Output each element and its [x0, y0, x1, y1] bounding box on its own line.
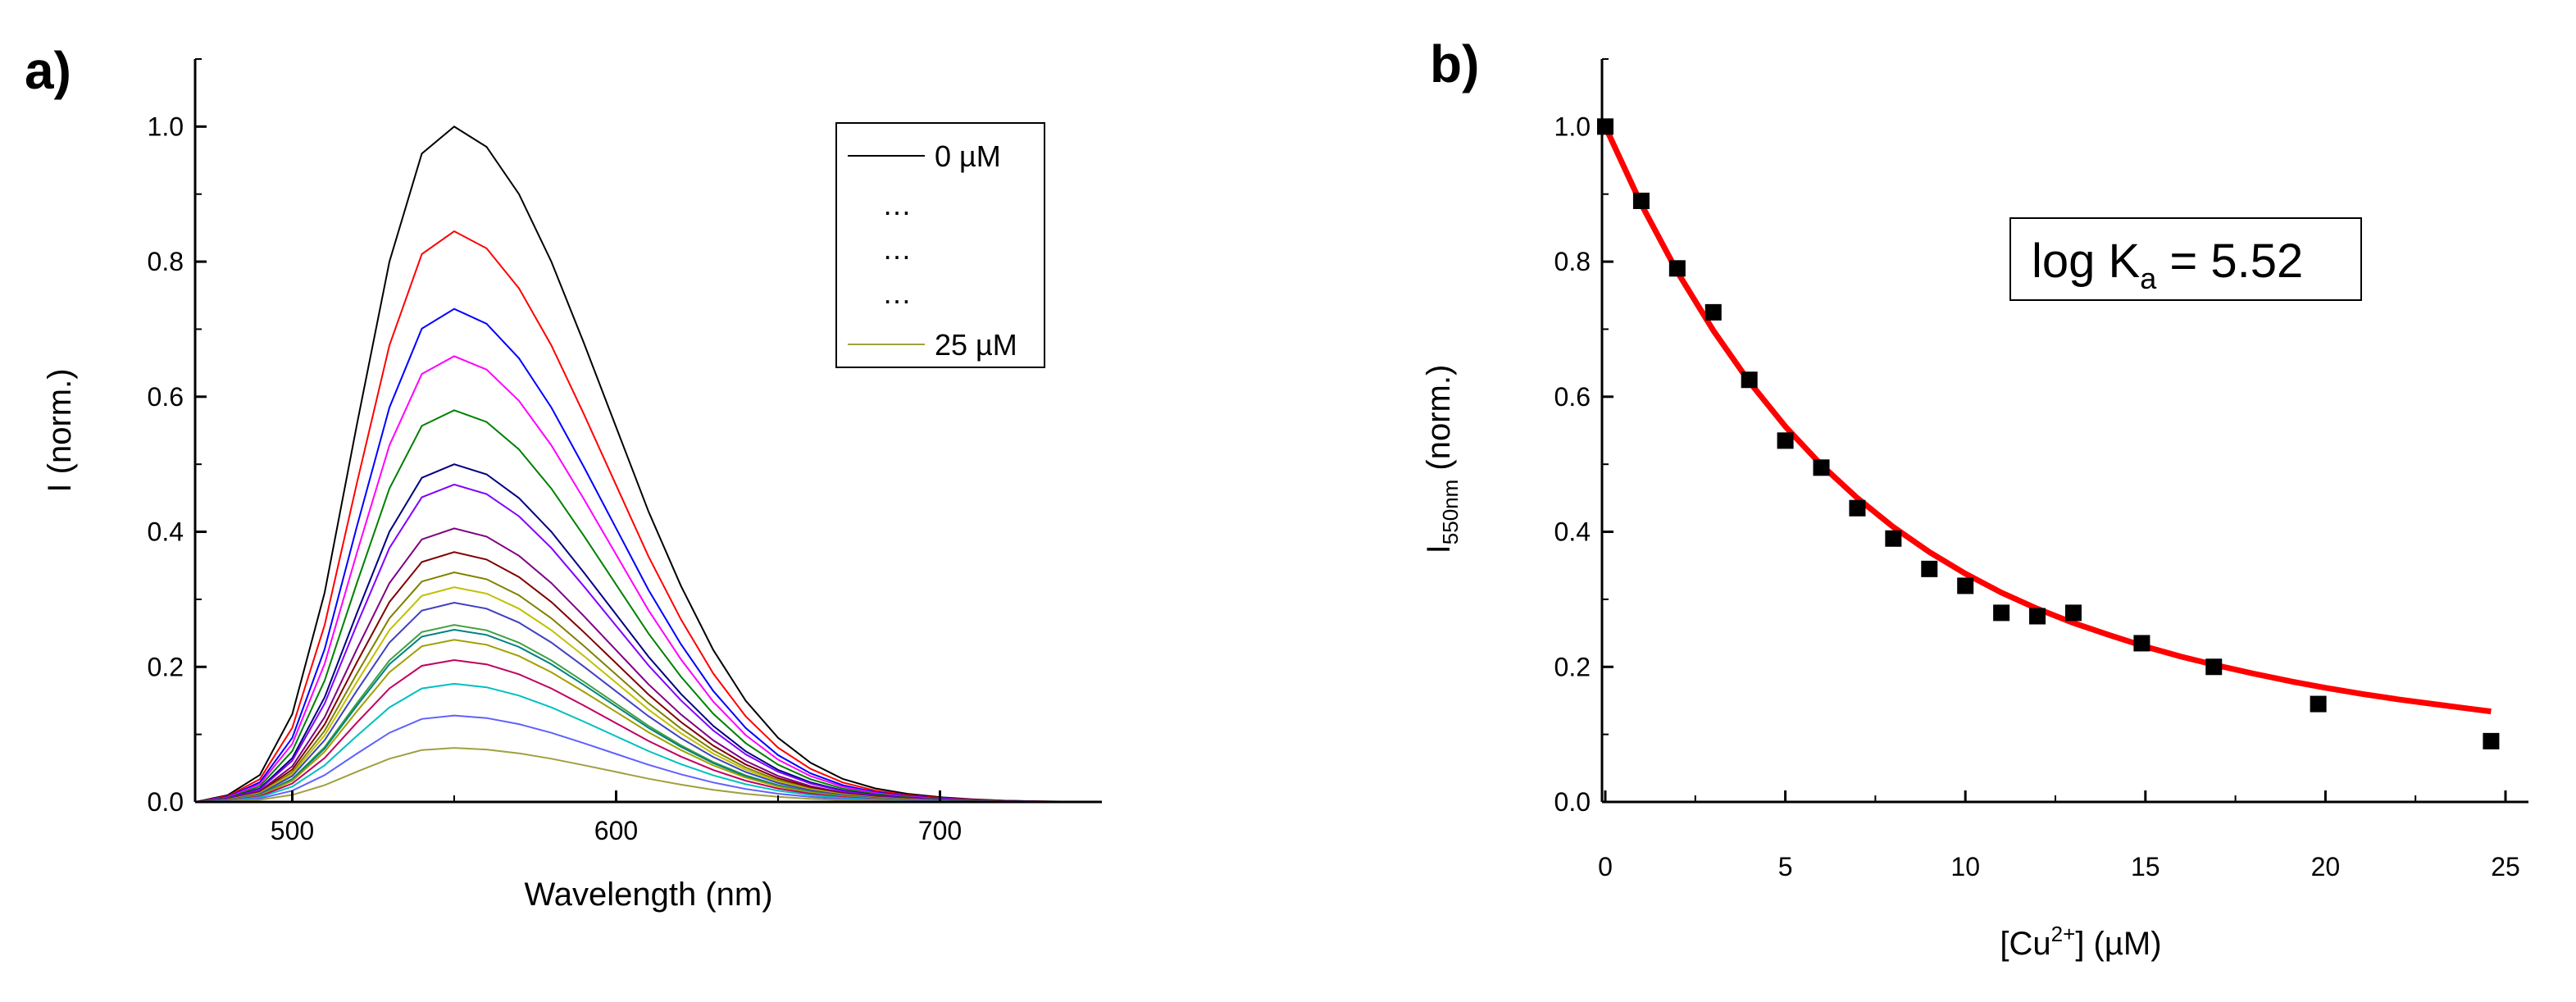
annotation-sub: a: [2140, 262, 2157, 295]
data-point: [1921, 560, 1938, 577]
legend-ellipsis-2: …: [882, 232, 912, 266]
y-tick-label-a: 0.6: [148, 382, 184, 412]
y-tick-label-a: 0.8: [148, 247, 184, 276]
x-tick-label-a: 700: [918, 816, 962, 845]
y-tick-label-a: 0.2: [148, 652, 184, 681]
x-tick-label-b: 0: [1598, 852, 1613, 881]
y-tick-label-a: 0.0: [148, 787, 184, 817]
y-tick-label-a: 1.0: [148, 112, 184, 141]
data-point: [1813, 459, 1830, 476]
legend-a: 0 µM … … … 25 µM: [835, 122, 1045, 368]
x-tick-label-b: 5: [1778, 852, 1793, 881]
x-tick-label-a: 600: [594, 816, 638, 845]
x-ticks-a: 500 600 700: [271, 790, 962, 845]
y-tick-label-b: 0.2: [1554, 652, 1591, 681]
fit-line: [1602, 125, 2492, 715]
y-axis-title-a: I (norm.): [42, 368, 78, 492]
y-title-main: I: [1421, 544, 1457, 553]
y-tick-label-b: 0.6: [1554, 382, 1591, 412]
x-tick-label-b: 10: [1950, 852, 1980, 881]
annotation-main: log K: [2032, 235, 2141, 288]
panel-a-label: a): [25, 41, 71, 100]
x-ticks-b: 0 5 10 15 20 25: [1598, 790, 2520, 881]
x-title-sup: 2+: [2051, 922, 2076, 946]
y-tick-label-b: 0.0: [1554, 787, 1591, 817]
data-points: [1597, 118, 2500, 749]
binding-constant-annotation: log Ka = 5.52: [2009, 217, 2362, 301]
y-tick-label-a: 0.4: [148, 517, 184, 547]
annotation-tail: = 5.52: [2156, 235, 2303, 288]
data-point: [2029, 608, 2046, 625]
spectrum-line-19: [194, 747, 1102, 803]
legend-box: [835, 122, 1045, 368]
x-tick-label-b: 15: [2131, 852, 2160, 881]
x-tick-label-b: 25: [2491, 852, 2520, 881]
x-axis-title-a: Wavelength (nm): [524, 877, 772, 913]
data-point: [1993, 604, 2010, 622]
data-point: [2310, 695, 2327, 713]
y-tick-label-b: 0.8: [1554, 247, 1591, 276]
legend-ellipsis-1: …: [882, 188, 912, 221]
data-point: [1741, 371, 1758, 389]
panel-b-label: b): [1430, 34, 1479, 93]
data-point: [1777, 432, 1794, 449]
annotation-box: [2009, 217, 2362, 301]
data-point: [2133, 635, 2150, 652]
data-point: [1957, 577, 1974, 594]
x-title-tail: ] (µM): [2075, 926, 2161, 962]
data-point: [1885, 530, 1902, 547]
y-tick-label-b: 1.0: [1554, 112, 1591, 141]
data-point: [2064, 604, 2082, 622]
annotation-text: log Ka = 5.52: [2032, 235, 2303, 295]
data-point: [2483, 732, 2500, 749]
panel-b: b) 0.0 0.2 0.4 0.6 0.8 1.0 0 5 10 15 20 25 I550nm …: [1421, 34, 2528, 962]
y-title-sub: 550nm: [1438, 480, 1463, 545]
spectrum-line-4: [194, 355, 1103, 803]
data-point: [1849, 499, 1866, 517]
y-title-tail: (norm.): [1421, 365, 1457, 480]
y-axis-title-b: I550nm (norm.): [1421, 365, 1463, 554]
x-title-main: [Cu: [2000, 926, 2050, 962]
legend-entry-last: 25 µM: [935, 328, 1017, 362]
y-ticks-b: 0.0 0.2 0.4 0.6 0.8 1.0: [1554, 58, 1613, 817]
data-point: [1704, 303, 1722, 321]
fit-curve: [1602, 125, 2492, 715]
data-point: [2205, 658, 2223, 676]
x-tick-label-a: 500: [271, 816, 314, 845]
data-point: [1668, 260, 1686, 277]
y-tick-label-b: 0.4: [1554, 517, 1591, 547]
y-ticks-a: 0.0 0.2 0.4 0.6 0.8 1.0: [148, 58, 207, 817]
x-axis-title-b: [Cu2+] (µM): [2000, 922, 2161, 962]
legend-entry-first: 0 µM: [935, 139, 1001, 173]
data-point: [1632, 192, 1650, 209]
legend-ellipsis-3: …: [882, 276, 912, 310]
panel-a: a) 0.0 0.2 0.4 0.6 0.8 1.0 500 600 700 I (norm.…: [25, 41, 1103, 913]
x-tick-label-b: 20: [2311, 852, 2341, 881]
